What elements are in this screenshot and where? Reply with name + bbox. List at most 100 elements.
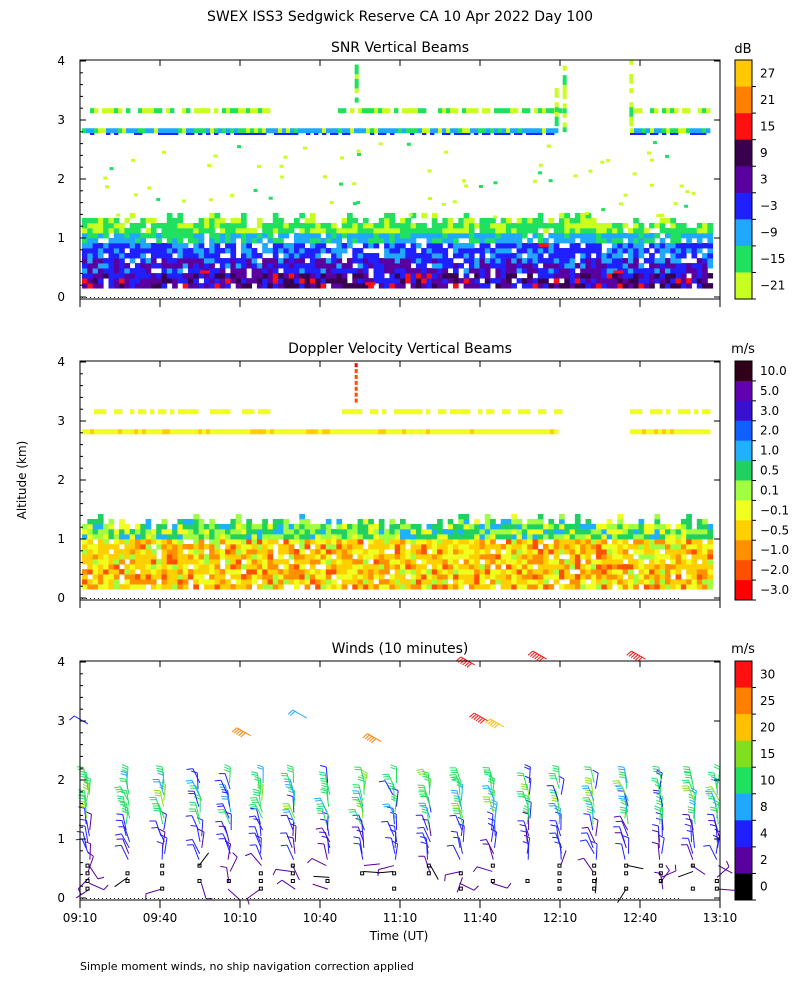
doppler-cell [490,533,496,540]
snr-cell [490,263,496,269]
snr-cell [336,248,343,254]
doppler-cell [373,523,380,530]
doppler-cell [564,544,570,550]
wind-barb-staff [288,809,296,825]
snr-cell [686,268,692,274]
wind-barb-feather [231,727,238,733]
snr-cell [193,253,199,259]
doppler-cell [294,549,300,555]
snr-cell [405,222,411,229]
snr-cell [150,227,157,234]
snr-cell [140,278,146,284]
doppler-streak-cell [354,369,358,374]
snr-cell [145,268,152,274]
doppler-cell [564,584,570,590]
snr-cell [654,232,661,239]
wind-barb-feather [652,765,659,768]
snr-cell [320,227,327,234]
y-tick-label: 1 [57,532,65,546]
snr-cell [315,278,321,284]
snr-cell [278,258,284,264]
doppler-cell [82,544,88,550]
wind-barb-feather [151,826,158,829]
wind-barb-feather [220,865,227,868]
snr-cell [596,222,602,229]
doppler-cell [214,574,221,580]
snr-cell [177,268,184,274]
doppler-cell [246,574,252,580]
doppler-cell [659,523,666,530]
snr-cell [564,232,570,239]
colorbar-label: 27 [760,66,775,80]
snr-cell [294,222,300,229]
x-tick-label: 13:10 [703,911,738,925]
doppler-cell [256,574,263,580]
snr-fleck [352,182,357,186]
wind-barb-feather [216,833,223,835]
snr-cell [421,268,427,274]
snr-cell [590,258,597,264]
wind-barb-staff [126,790,130,807]
wind-barb-staff [196,826,201,843]
doppler-cell [495,579,502,585]
doppler-layer-cell [294,429,299,435]
snr-cell [251,227,258,234]
doppler-cell [463,544,470,550]
snr-cell [193,263,199,269]
doppler-layer-cell [182,429,187,435]
snr-cell [686,227,692,234]
calm-marker [525,878,530,883]
snr-cell [421,248,427,254]
snr-cell [627,278,634,284]
snr-cell [559,222,565,229]
doppler-cell [309,549,316,555]
doppler-cell [124,579,131,585]
doppler-cell [564,533,570,540]
doppler-cell [352,559,358,565]
snr-cell [670,263,676,269]
wind-barb-staff [122,814,127,831]
doppler-cell [606,579,613,585]
doppler-cell [601,559,608,565]
doppler-cell [256,569,263,575]
snr-cell [437,238,443,244]
wind-barb-feather [651,779,658,782]
snr-cell [225,273,231,279]
snr-cell [166,248,173,254]
doppler-cell [87,564,93,570]
doppler-cell [331,584,337,590]
doppler-cell [458,533,464,540]
snr-layer-cell [554,128,559,134]
snr-cell [256,268,263,274]
snr-cell [633,222,639,229]
snr-cell [272,222,279,229]
doppler-cell [612,544,618,550]
wind-barb-staff [659,784,662,801]
snr-cell [574,222,581,229]
snr-layer-cell [278,128,283,134]
doppler-cell [649,539,655,545]
snr-cell [283,263,290,269]
wind-barb-feather [320,791,328,794]
doppler-cell [617,518,623,525]
wind-barb-feather [473,715,479,721]
doppler-layer-cell [674,429,679,435]
doppler-cell [680,554,687,560]
snr-fleck [257,164,262,168]
doppler-cell [707,528,714,535]
doppler-cell [696,569,703,575]
doppler-cell [172,569,178,575]
snr-fleck [213,154,218,158]
snr-upper-cell [402,108,407,114]
snr-cell [394,248,401,254]
doppler-layer-cell [194,429,199,435]
wind-barb-feather [579,839,587,842]
doppler-cell [569,579,576,585]
doppler-cell [299,564,305,570]
wind-barb-feather [221,798,228,800]
doppler-cell [378,528,385,535]
snr-cell [288,273,295,279]
wind-barb-staff [286,815,294,831]
doppler-cell [643,523,650,530]
snr-upper-cell [422,108,427,114]
